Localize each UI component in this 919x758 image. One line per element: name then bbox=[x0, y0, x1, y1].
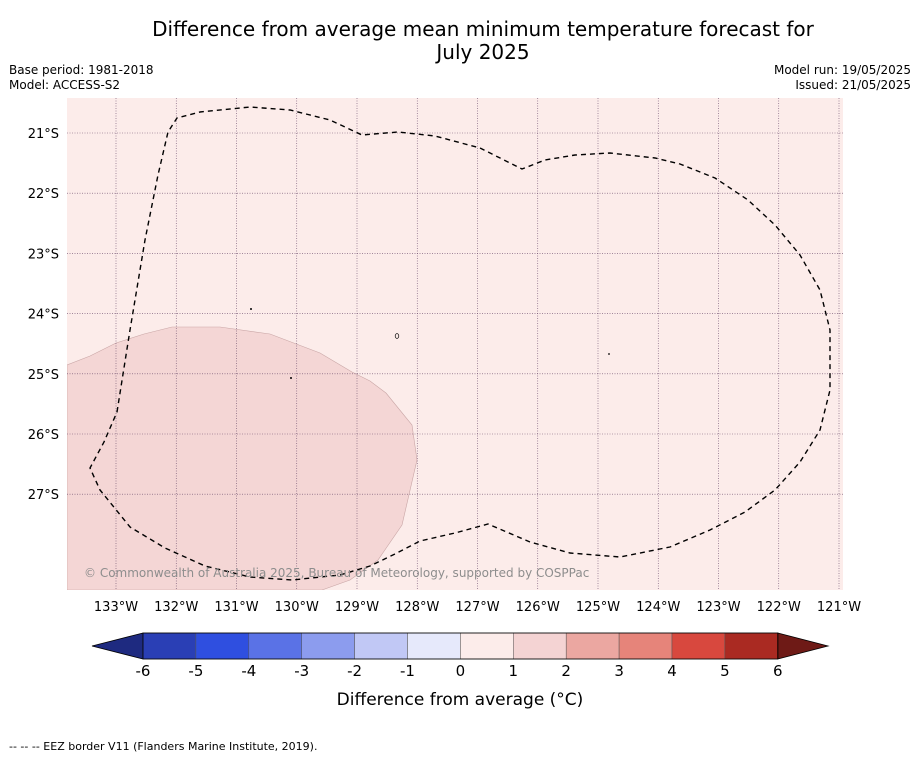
longitude-labels: 133°W 132°W 131°W 130°W 129°W 128°W 127°W 126°W… bbox=[94, 600, 861, 615]
latitude-label: 25°S bbox=[28, 368, 59, 383]
model-name: Model: ACCESS-S2 bbox=[9, 78, 121, 92]
longitude-label: 121°W bbox=[817, 600, 861, 615]
colorbar-tick-label: 1 bbox=[509, 662, 519, 680]
colorbar-tick-label: -2 bbox=[347, 662, 362, 680]
map-title: Difference from average mean minimum tem… bbox=[0, 18, 919, 64]
island-marker bbox=[608, 353, 610, 355]
colorbar-bin bbox=[248, 632, 302, 660]
colorbar-tick-label: -6 bbox=[136, 662, 151, 680]
colorbar-outline bbox=[142, 632, 779, 660]
colorbar: -6 -5 -4 -3 -2 -1 0 1 2 3 4 5 6 bbox=[91, 632, 830, 680]
longitude-label: 123°W bbox=[696, 600, 740, 615]
island-marker bbox=[250, 308, 252, 310]
base-period: Base period: 1981-2018 bbox=[9, 63, 154, 77]
longitude-label: 122°W bbox=[757, 600, 801, 615]
longitude-label: 131°W bbox=[214, 600, 258, 615]
longitude-label: 130°W bbox=[275, 600, 319, 615]
meta-left: Base period: 1981-2018 Model: ACCESS-S2 bbox=[9, 63, 154, 93]
model-run: Model run: 19/05/2025 bbox=[773, 63, 911, 77]
colorbar-tick-label: -1 bbox=[400, 662, 415, 680]
colorbar-bin bbox=[354, 632, 408, 660]
meta-right: Model run: 19/05/2025 Issued: 21/05/2025 bbox=[774, 63, 911, 93]
latitude-label: 23°S bbox=[28, 247, 59, 262]
colorbar-bin bbox=[724, 632, 779, 660]
colorbar-tick-label: -3 bbox=[294, 662, 309, 680]
longitude-label: 133°W bbox=[94, 600, 138, 615]
colorbar-bin bbox=[301, 632, 355, 660]
latitude-label: 22°S bbox=[28, 187, 59, 202]
colorbar-tick-label: 6 bbox=[773, 662, 783, 680]
map-panel: © Commonwealth of Australia 2025, Bureau… bbox=[67, 98, 843, 590]
colorbar-bin bbox=[195, 632, 250, 660]
colorbar-tick-label: 0 bbox=[456, 662, 466, 680]
longitude-label: 128°W bbox=[395, 600, 439, 615]
colorbar-tick-label: -4 bbox=[241, 662, 256, 680]
colorbar-tick-label: 5 bbox=[720, 662, 730, 680]
island-marker bbox=[394, 333, 400, 339]
colorbar-bin bbox=[513, 632, 567, 660]
eez-border bbox=[89, 106, 831, 581]
island-marker bbox=[290, 377, 292, 379]
colorbar-tick-label: -5 bbox=[188, 662, 203, 680]
latitude-label: 26°S bbox=[28, 428, 59, 443]
latitude-label: 21°S bbox=[28, 127, 59, 142]
colorbar-extend-high bbox=[777, 632, 830, 660]
longitude-label: 129°W bbox=[335, 600, 379, 615]
issued-date: Issued: 21/05/2025 bbox=[795, 78, 911, 92]
colorbar-extend-low bbox=[91, 632, 144, 660]
colorbar-tick-label: 4 bbox=[667, 662, 677, 680]
colorbar-bin bbox=[618, 632, 673, 660]
map-title-line-2: July 2025 bbox=[436, 40, 530, 64]
longitude-label: 126°W bbox=[516, 600, 560, 615]
colorbar-bin bbox=[142, 632, 197, 660]
anomaly-region-1-to-2 bbox=[67, 326, 418, 590]
eez-legend-note: -- -- -- EEZ border V11 (Flanders Marine… bbox=[9, 740, 318, 753]
longitude-label: 125°W bbox=[576, 600, 620, 615]
colorbar-tick-label: 3 bbox=[614, 662, 624, 680]
longitude-label: 124°W bbox=[636, 600, 680, 615]
colorbar-bin bbox=[671, 632, 726, 660]
latitude-labels: 21°S 22°S 23°S 24°S 25°S 26°S 27°S bbox=[28, 127, 59, 503]
colorbar-label: Difference from average (°C) bbox=[337, 690, 584, 710]
colorbar-bin bbox=[460, 632, 514, 660]
latitude-label: 27°S bbox=[28, 488, 59, 503]
longitude-label: 132°W bbox=[154, 600, 198, 615]
colorbar-bin bbox=[407, 632, 461, 660]
map-title-line-1: Difference from average mean minimum tem… bbox=[152, 17, 814, 41]
colorbar-tick-label: 2 bbox=[561, 662, 571, 680]
latitude-label: 24°S bbox=[28, 308, 59, 323]
colorbar-bin bbox=[565, 632, 620, 660]
copyright-notice: © Commonwealth of Australia 2025, Bureau… bbox=[84, 566, 589, 580]
graticule bbox=[67, 98, 843, 590]
longitude-label: 127°W bbox=[455, 600, 499, 615]
